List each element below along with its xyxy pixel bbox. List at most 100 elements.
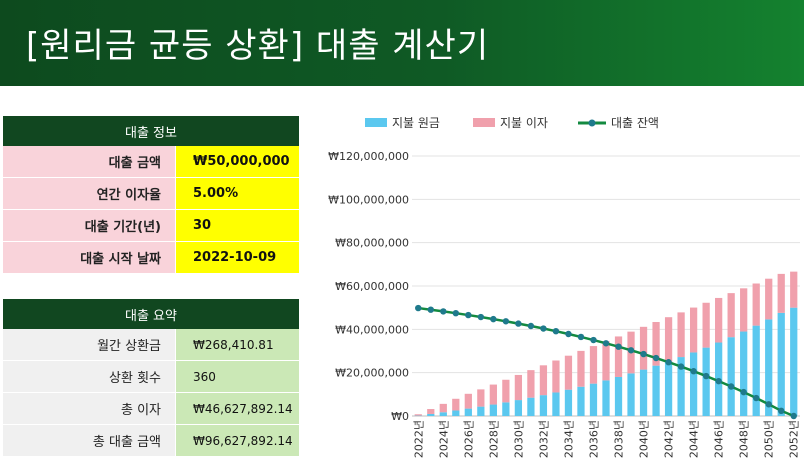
bar-principal[interactable] <box>740 331 748 416</box>
bar-principal[interactable] <box>452 410 460 416</box>
bar-interest[interactable] <box>752 283 760 326</box>
balance-point[interactable] <box>540 325 547 332</box>
balance-point[interactable] <box>452 309 460 317</box>
bar-interest[interactable] <box>602 341 610 381</box>
bar-interest[interactable] <box>689 307 698 353</box>
loan-chart[interactable]: 지불 원금 지불 이자 대출 잔액 ₩120,000,000 ₩100,000,0… <box>310 108 804 462</box>
bar-interest[interactable] <box>414 414 422 416</box>
balance-point[interactable] <box>515 320 522 327</box>
bar-interest[interactable] <box>614 336 623 377</box>
balance-point[interactable] <box>602 340 610 347</box>
balance-point[interactable] <box>740 388 747 396</box>
bar-interest[interactable] <box>452 398 460 411</box>
bar-principal[interactable] <box>477 406 485 416</box>
bar-interest[interactable] <box>702 302 710 348</box>
bar-principal[interactable] <box>639 369 648 416</box>
balance-point[interactable] <box>590 336 597 344</box>
bar-interest[interactable] <box>589 346 598 384</box>
bar-interest[interactable] <box>477 389 485 407</box>
total-interest-value[interactable]: ₩46,627,892.14 <box>175 393 299 424</box>
balance-point[interactable] <box>765 401 772 408</box>
bar-principal[interactable] <box>790 307 798 416</box>
balance-point[interactable] <box>652 354 660 362</box>
loan-term-input[interactable]: 30 <box>175 210 299 241</box>
total-loan-value[interactable]: ₩96,627,892.14 <box>175 425 299 456</box>
balance-point[interactable] <box>790 412 797 420</box>
balance-point[interactable] <box>440 308 447 315</box>
legend-principal[interactable]: 지불 원금 <box>365 116 440 130</box>
bar-interest[interactable] <box>489 384 497 405</box>
balance-point[interactable] <box>690 368 697 375</box>
bar-principal[interactable] <box>552 392 560 416</box>
bar-principal[interactable] <box>752 325 760 416</box>
monthly-payment-value[interactable]: ₩268,410.81 <box>175 329 299 360</box>
bar-principal[interactable] <box>702 347 710 416</box>
balance-point[interactable] <box>677 363 685 370</box>
legend-balance[interactable]: 대출 잔액 <box>578 116 659 130</box>
bar-interest[interactable] <box>539 365 548 396</box>
legend-interest[interactable]: 지불 이자 <box>473 116 548 130</box>
bar-principal[interactable] <box>539 395 548 416</box>
bar-principal[interactable] <box>677 357 685 416</box>
bar-interest[interactable] <box>790 271 798 308</box>
balance-point[interactable] <box>727 383 735 390</box>
balance-point[interactable] <box>527 322 535 330</box>
balance-point[interactable] <box>552 327 560 335</box>
balance-point[interactable] <box>577 333 585 341</box>
bar-interest[interactable] <box>427 409 435 414</box>
balance-point[interactable] <box>490 315 497 323</box>
bar-principal[interactable] <box>727 337 735 416</box>
balance-point[interactable] <box>778 407 785 415</box>
bar-interest[interactable] <box>464 393 472 409</box>
bar-principal[interactable] <box>464 408 472 416</box>
bar-principal[interactable] <box>777 312 785 416</box>
balance-point[interactable] <box>415 304 422 312</box>
balance-point[interactable] <box>715 377 722 385</box>
balance-point[interactable] <box>752 394 760 402</box>
bar-principal[interactable] <box>602 380 610 416</box>
bar-principal[interactable] <box>439 412 447 416</box>
bar-principal[interactable] <box>427 413 435 416</box>
balance-point[interactable] <box>465 311 472 319</box>
bar-interest[interactable] <box>777 273 785 313</box>
bar-interest[interactable] <box>639 326 648 370</box>
balance-point[interactable] <box>477 313 485 321</box>
bar-interest[interactable] <box>439 403 447 413</box>
loan-amount-input[interactable]: ₩50,000,000 <box>175 146 299 177</box>
bar-interest[interactable] <box>552 360 560 393</box>
bar-principal[interactable] <box>652 365 660 416</box>
bar-principal[interactable] <box>502 402 510 416</box>
bar-principal[interactable] <box>589 383 598 416</box>
payment-count-value[interactable]: 360 <box>175 361 299 392</box>
bar-interest[interactable] <box>664 317 673 362</box>
bar-principal[interactable] <box>627 373 635 416</box>
balance-point[interactable] <box>615 343 622 350</box>
balance-point[interactable] <box>502 318 510 325</box>
balance-point[interactable] <box>627 347 635 354</box>
bar-interest[interactable] <box>715 297 723 343</box>
bar-principal[interactable] <box>527 397 535 416</box>
bar-interest[interactable] <box>765 278 773 320</box>
bar-principal[interactable] <box>577 386 585 416</box>
bar-interest[interactable] <box>527 370 535 398</box>
bar-interest[interactable] <box>577 350 585 387</box>
bar-interest[interactable] <box>677 312 685 358</box>
bar-interest[interactable] <box>652 322 660 366</box>
bar-principal[interactable] <box>614 376 623 416</box>
bar-interest[interactable] <box>514 374 523 401</box>
balance-point[interactable] <box>427 306 434 313</box>
bar-principal[interactable] <box>489 404 497 416</box>
interest-rate-input[interactable]: 5.00% <box>175 178 299 209</box>
balance-point[interactable] <box>565 330 572 338</box>
bar-principal[interactable] <box>664 361 673 416</box>
bar-principal[interactable] <box>689 352 698 416</box>
bar-interest[interactable] <box>740 288 748 332</box>
bar-principal[interactable] <box>514 400 523 416</box>
bar-principal[interactable] <box>564 389 573 416</box>
bar-principal[interactable] <box>765 319 773 416</box>
bar-interest[interactable] <box>727 293 735 338</box>
balance-point[interactable] <box>665 359 672 366</box>
balance-point[interactable] <box>640 350 647 358</box>
bar-interest[interactable] <box>564 355 573 390</box>
start-date-input[interactable]: 2022-10-09 <box>175 242 299 273</box>
